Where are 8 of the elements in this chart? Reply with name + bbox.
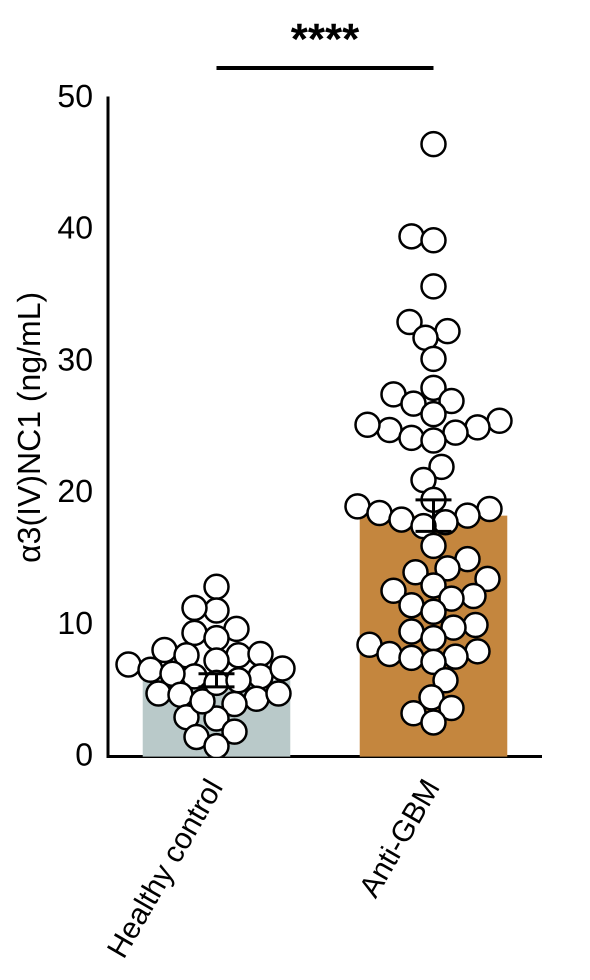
text: **** xyxy=(290,15,360,64)
y-tick-label: 50 xyxy=(57,78,93,114)
y-tick-label: 20 xyxy=(57,473,93,510)
y-tick-label: 10 xyxy=(57,604,93,641)
y-tick-label: 30 xyxy=(57,341,93,378)
y-axis-title: α3(IV)NC1 (ng/mL) xyxy=(11,292,48,563)
y-tick-label: 0 xyxy=(75,736,93,773)
y-tick-label: 40 xyxy=(57,210,93,246)
